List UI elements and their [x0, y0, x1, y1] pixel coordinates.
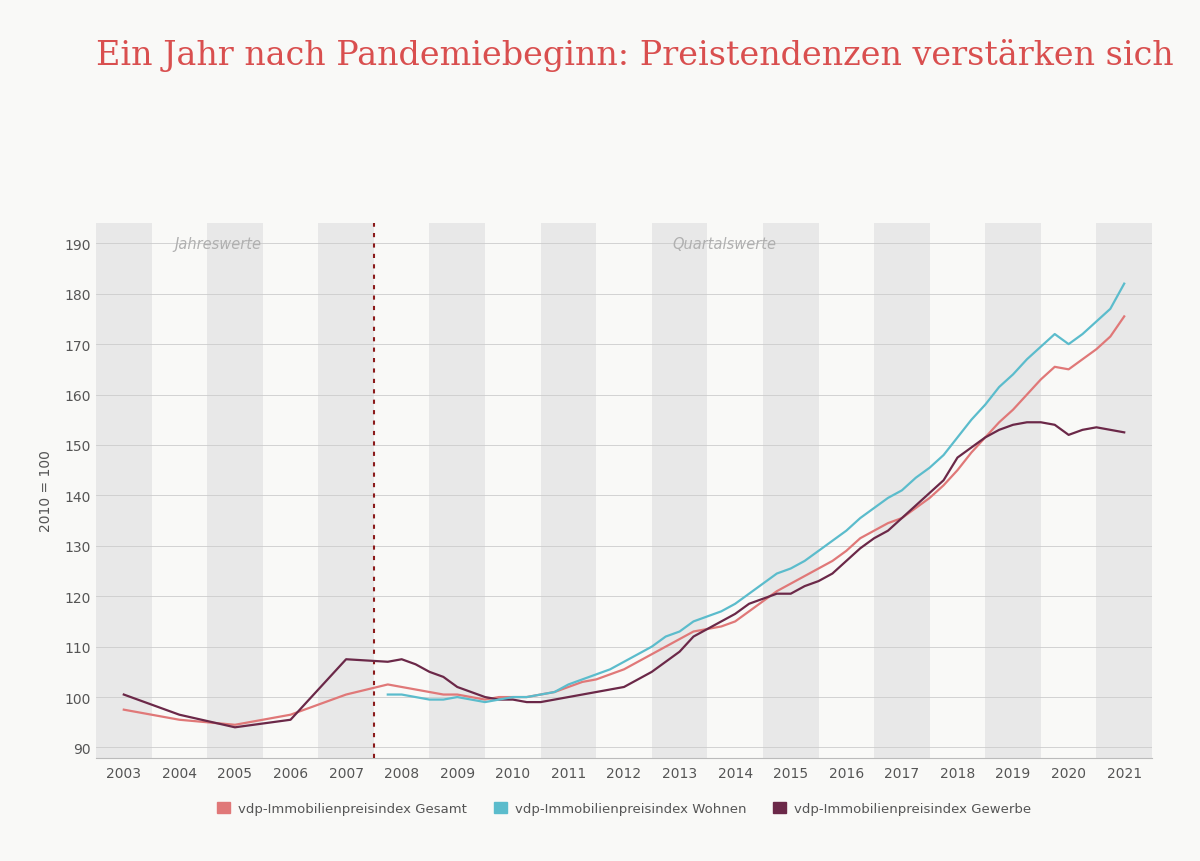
- Bar: [318, 224, 374, 758]
- Legend: vdp-Immobilienpreisindex Gesamt, vdp-Immobilienpreisindex Wohnen, vdp-Immobilien: vdp-Immobilienpreisindex Gesamt, vdp-Imm…: [212, 796, 1036, 820]
- Bar: [1097, 224, 1152, 758]
- Bar: [763, 224, 818, 758]
- Bar: [541, 224, 596, 758]
- Y-axis label: 2010 = 100: 2010 = 100: [38, 450, 53, 531]
- Bar: [985, 224, 1040, 758]
- Text: Quartalswerte: Quartalswerte: [672, 237, 776, 251]
- Bar: [652, 224, 707, 758]
- Bar: [208, 224, 263, 758]
- Bar: [874, 224, 930, 758]
- Text: Ein Jahr nach Pandemiebeginn: Preistendenzen verstärken sich: Ein Jahr nach Pandemiebeginn: Preistende…: [96, 39, 1174, 71]
- Bar: [96, 224, 151, 758]
- Bar: [430, 224, 485, 758]
- Text: Jahreswerte: Jahreswerte: [175, 237, 262, 251]
